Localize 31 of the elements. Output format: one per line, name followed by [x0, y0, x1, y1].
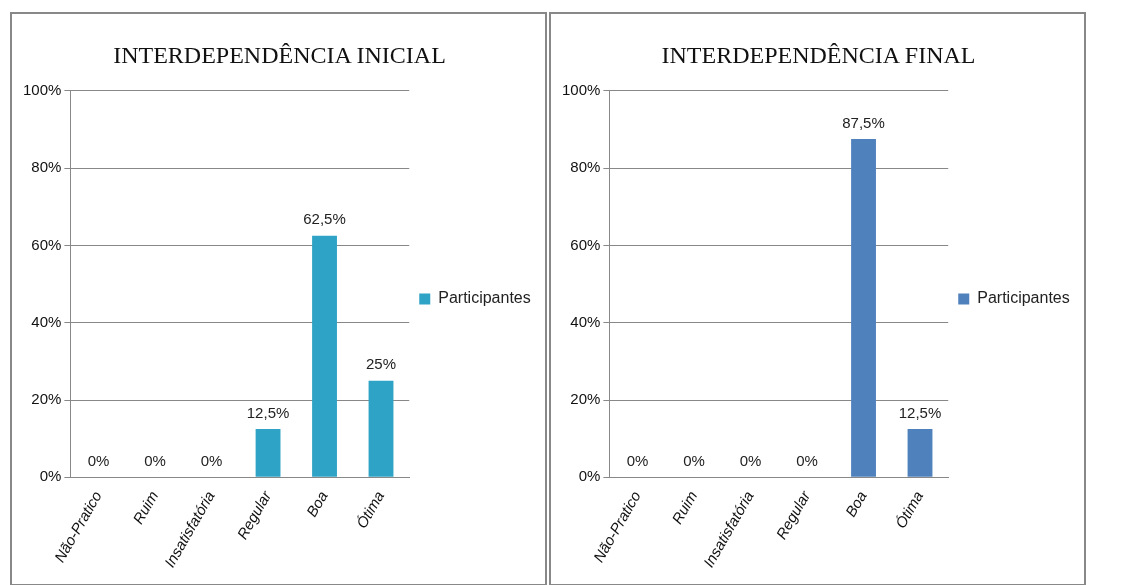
data-label: 87,5%	[842, 113, 885, 131]
data-label: 12,5%	[246, 403, 290, 421]
chart-title: INTERDEPENDÊNCIA INICIAL	[113, 41, 446, 68]
legend-label: Participantes	[977, 289, 1070, 307]
y-tick-label: 60%	[570, 235, 601, 253]
y-tick-label: 40%	[570, 312, 601, 330]
y-tick-label: 0%	[39, 467, 62, 485]
data-label: 0%	[739, 451, 762, 469]
bar	[312, 235, 337, 477]
y-tick-label: 80%	[570, 158, 601, 176]
y-tick-label: 80%	[31, 158, 62, 176]
chart-title: INTERDEPENDÊNCIA FINAL	[661, 41, 976, 68]
bar	[368, 380, 394, 477]
data-label: 0%	[144, 451, 166, 469]
data-label: 0%	[200, 451, 223, 469]
data-label: 0%	[683, 451, 705, 469]
y-tick-label: 20%	[570, 390, 601, 408]
y-tick-label: 60%	[31, 235, 62, 253]
y-tick-label: 100%	[22, 80, 62, 98]
data-label: 0%	[87, 451, 110, 469]
data-label: 12,5%	[898, 403, 942, 421]
legend-label: Participantes	[438, 289, 531, 307]
y-tick-label: 40%	[31, 312, 62, 330]
data-label: 25%	[365, 355, 397, 373]
bar	[255, 429, 281, 477]
y-tick-label: 20%	[31, 390, 62, 408]
y-tick-label: 0%	[578, 467, 601, 485]
data-label: 0%	[796, 451, 818, 469]
data-label: 0%	[626, 451, 649, 469]
y-tick-label: 100%	[561, 80, 601, 98]
data-label: 62,5%	[303, 210, 346, 228]
